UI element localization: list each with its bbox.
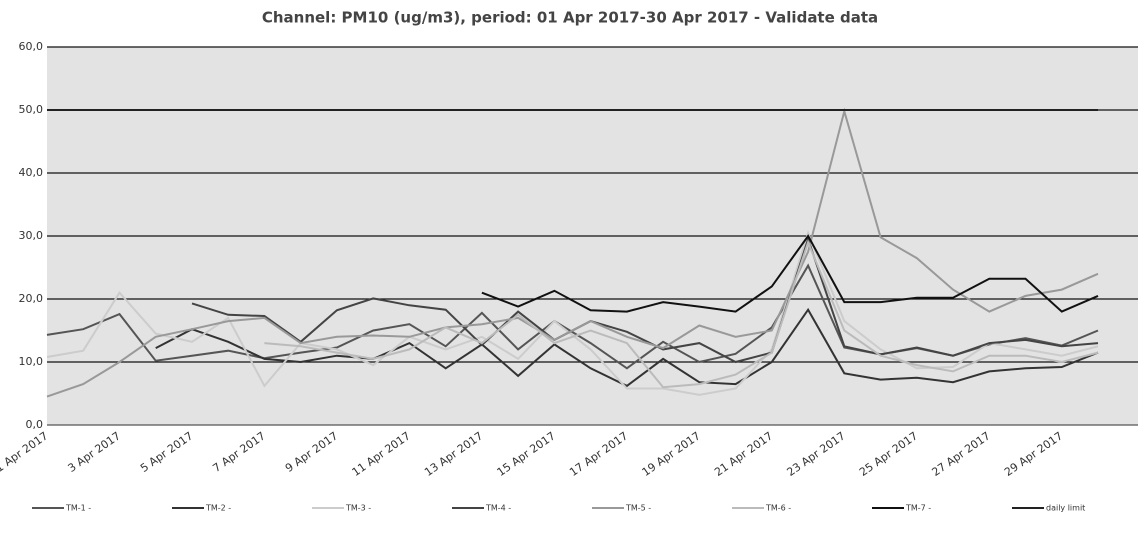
legend-text: TM-6 - (765, 504, 791, 513)
y-tick-label: 10,0 (19, 355, 44, 368)
x-tick-label: 29 Apr 2017 (1002, 429, 1065, 479)
x-tick-label: 9 Apr 2017 (283, 429, 340, 475)
x-tick-label: 7 Apr 2017 (210, 429, 267, 475)
legend-text: TM-2 - (205, 504, 231, 513)
x-tick-label: 15 Apr 2017 (495, 429, 558, 479)
x-tick-label: 27 Apr 2017 (930, 429, 993, 479)
series-line (264, 239, 1099, 389)
y-tick-label: 60,0 (19, 40, 44, 53)
x-tick-label: 5 Apr 2017 (138, 429, 195, 475)
x-tick-label: 21 Apr 2017 (712, 429, 775, 479)
legend-text: TM-1 - (65, 504, 91, 513)
y-tick-label: 30,0 (19, 229, 44, 242)
legend-text: TM-5 - (625, 504, 651, 513)
x-tick-label: 19 Apr 2017 (640, 429, 703, 479)
y-tick-label: 0,0 (26, 418, 44, 431)
series-line (46, 107, 1099, 398)
x-tick-label: 13 Apr 2017 (422, 429, 485, 479)
legend-text: TM-3 - (345, 504, 371, 513)
x-tick-label: 17 Apr 2017 (567, 429, 630, 479)
y-tick-label: 50,0 (19, 103, 44, 116)
x-tick-label: 11 Apr 2017 (350, 429, 413, 479)
y-tick-label: 40,0 (19, 166, 44, 179)
x-tick-label: 01 Apr 2017 (0, 429, 50, 479)
legend-text: TM-4 - (485, 504, 511, 513)
chart-title: Channel: PM10 (ug/m3), period: 01 Apr 20… (262, 9, 878, 27)
x-tick-label: 23 Apr 2017 (785, 429, 848, 479)
legend-text: daily limit (1046, 504, 1085, 513)
series-line (191, 236, 1099, 364)
series-line (155, 307, 1099, 388)
x-tick-label: 25 Apr 2017 (857, 429, 920, 479)
legend-text: TM-7 - (905, 504, 931, 513)
y-tick-label: 20,0 (19, 292, 44, 305)
x-tick-label: 3 Apr 2017 (65, 429, 122, 475)
series-line (481, 234, 1099, 313)
